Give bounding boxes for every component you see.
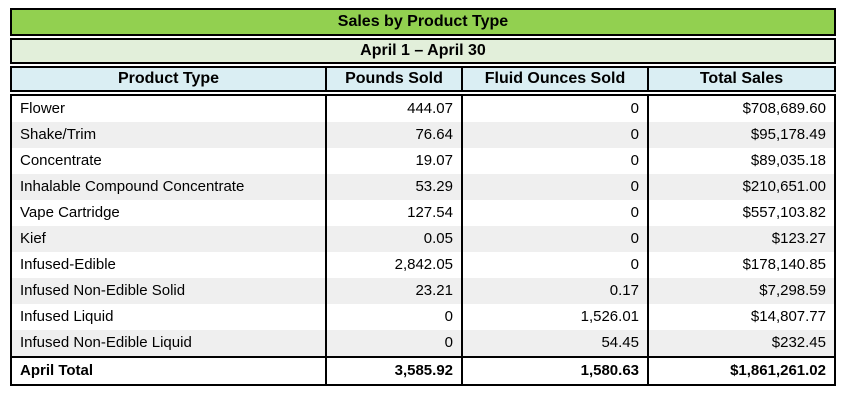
pounds-sold-cell: 127.54 [326, 200, 463, 226]
product-type-cell: Infused Liquid [12, 304, 327, 330]
product-type-cell: Inhalable Compound Concentrate [12, 174, 327, 200]
fluid-ounces-sold-cell: 0 [462, 252, 649, 278]
product-type-cell: Flower [12, 96, 327, 122]
product-type-cell: Infused Non-Edible Liquid [12, 330, 327, 357]
pounds-sold-cell: 19.07 [326, 148, 463, 174]
product-type-cell: Vape Cartridge [12, 200, 327, 226]
pounds-sold-cell: 76.64 [326, 122, 463, 148]
column-header-block: Product Type Pounds Sold Fluid Ounces So… [10, 66, 836, 92]
total-sales-cell: $89,035.18 [750, 152, 826, 169]
fluid-ounces-sold-cell: 0 [462, 226, 649, 252]
table-row: Infused Non-Edible Solid 23.21 0.17 $7,2… [12, 278, 834, 304]
total-row: April Total 3,585.92 1,580.63 $1,861,261… [12, 356, 834, 384]
pounds-sold-cell: 0 [326, 304, 463, 330]
total-sales-cell: $14,807.77 [750, 308, 826, 325]
total-sales-cell: $232.45 [648, 330, 834, 357]
fluid-ounces-sold-cell: 0 [462, 174, 649, 200]
fluid-ounces-sold-cell: 0 [462, 200, 649, 226]
product-type-cell: Infused-Edible [12, 252, 327, 278]
total-sales-cell: $95,178.49 [648, 122, 834, 148]
total-sales-cell: $708,689.60 [742, 100, 826, 117]
table-row: Shake/Trim 76.64 0 $95,178.49 [12, 122, 834, 148]
table-row: Infused Liquid 0 1,526.01 $14,807.77 [12, 304, 834, 330]
table-body: Flower 444.07 0 $708,689.60 Shake/Trim 7… [12, 96, 834, 357]
total-fluid-ounces-cell: 1,580.63 [462, 356, 649, 384]
pounds-sold-cell: 2,842.05 [326, 252, 463, 278]
fluid-ounces-sold-cell: 1,526.01 [462, 304, 649, 330]
table-row: Vape Cartridge 127.54 0 $557,103.82 [12, 200, 834, 226]
header-table: Product Type Pounds Sold Fluid Ounces So… [12, 68, 834, 90]
table-row: Infused-Edible 2,842.05 0 $178,140.85 [12, 252, 834, 278]
total-sales-cell: $1,861,261.02 [648, 356, 834, 384]
column-header-fluid-ounces-sold: Fluid Ounces Sold [462, 68, 649, 90]
product-type-cell: Kief [12, 226, 327, 252]
fluid-ounces-sold-cell: 54.45 [462, 330, 649, 357]
column-header-pounds-sold: Pounds Sold [326, 68, 463, 90]
pounds-sold-cell: 23.21 [326, 278, 463, 304]
column-header-total-sales: Total Sales [648, 68, 834, 90]
total-sales-cell: $178,140.85 [742, 256, 826, 273]
total-pounds-sold-cell: 3,585.92 [326, 356, 463, 384]
report-period: April 1 – April 30 [10, 38, 836, 64]
header-row: Product Type Pounds Sold Fluid Ounces So… [12, 68, 834, 90]
pounds-sold-cell: 0.05 [326, 226, 463, 252]
product-type-cell: Shake/Trim [12, 122, 327, 148]
total-sales-cell: $7,298.59 [648, 278, 834, 304]
total-sales-cell: $210,651.00 [648, 174, 834, 200]
total-row-label: April Total [12, 356, 327, 384]
pounds-sold-cell: 53.29 [326, 174, 463, 200]
pounds-sold-cell: 0 [326, 330, 463, 357]
fluid-ounces-sold-cell: 0 [462, 122, 649, 148]
product-type-cell: Concentrate [12, 148, 327, 174]
table-row: Infused Non-Edible Liquid 0 54.45 $232.4… [12, 330, 834, 357]
sales-report: Sales by Product Type April 1 – April 30… [10, 8, 836, 388]
report-title: Sales by Product Type [10, 8, 836, 36]
pounds-sold-cell: 444.07 [326, 96, 463, 122]
total-sales-cell: $557,103.82 [742, 204, 826, 221]
table-row: Concentrate 19.07 0 $89,035.18 [12, 148, 834, 174]
column-header-product-type: Product Type [12, 68, 327, 90]
fluid-ounces-sold-cell: 0 [462, 148, 649, 174]
product-type-cell: Infused Non-Edible Solid [12, 278, 327, 304]
total-sales-cell: $123.27 [648, 226, 834, 252]
table-row: Kief 0.05 0 $123.27 [12, 226, 834, 252]
table-row: Inhalable Compound Concentrate 53.29 0 $… [12, 174, 834, 200]
fluid-ounces-sold-cell: 0 [462, 96, 649, 122]
fluid-ounces-sold-cell: 0.17 [462, 278, 649, 304]
table-row: Flower 444.07 0 $708,689.60 [12, 96, 834, 122]
sales-table: Flower 444.07 0 $708,689.60 Shake/Trim 7… [12, 96, 834, 384]
data-block: Flower 444.07 0 $708,689.60 Shake/Trim 7… [10, 94, 836, 386]
